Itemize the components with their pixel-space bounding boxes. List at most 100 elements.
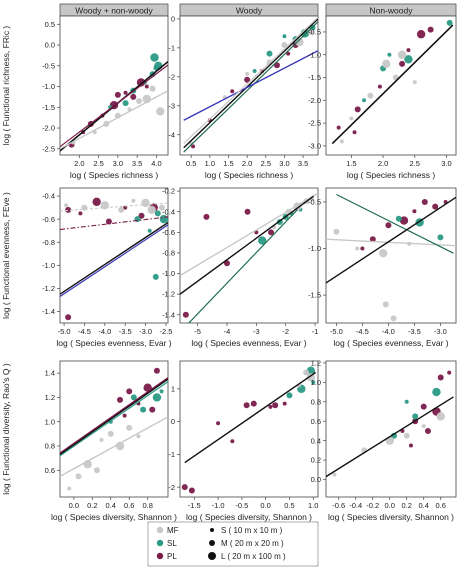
data-point-pl-s <box>360 246 365 251</box>
y-tick-label: -0.2 <box>162 187 175 196</box>
data-point-sl-m <box>140 406 147 413</box>
legend: MF SL PL S ( 10 m x 10 m ) M ( 20 m x 20 m )… <box>147 521 319 567</box>
data-point-pl-m <box>181 484 188 491</box>
y-tick-label: -1.5 <box>308 291 321 300</box>
y-tick-label: -0.5 <box>308 198 321 207</box>
y-tick-label: 0.4 <box>311 436 321 445</box>
x-tick-label: 3.0 <box>113 159 123 168</box>
data-point-pl-s <box>123 90 128 95</box>
data-point-pl-m <box>385 222 392 229</box>
data-point-pl-s <box>408 443 413 448</box>
data-point-mf-l <box>397 50 407 59</box>
x-tick-label: 0.0 <box>69 501 79 510</box>
plot-area <box>181 366 317 494</box>
data-point-sl-m <box>134 216 141 223</box>
panel-r2c2: -5 -4 -3 -2 -1 -0.2 -0.4 -0.6 -0.8 -1.0 -1.2 -1.4 <box>162 187 319 336</box>
data-point-pl-s <box>336 125 341 130</box>
data-point-pl-m <box>250 400 257 407</box>
data-point-pl-s <box>352 130 357 135</box>
x-tick-label: -0.2 <box>366 501 379 510</box>
data-point-pl-l <box>416 30 426 39</box>
y-tick-label: -3.0 <box>308 141 321 150</box>
y-tick-label: -1 <box>168 450 175 459</box>
data-point-pl-m <box>432 203 439 210</box>
y-tick-label: -2.0 <box>42 124 55 133</box>
data-point-pl-m <box>117 396 123 403</box>
data-point-mf-m <box>303 369 310 376</box>
data-point-pl-m <box>421 198 428 205</box>
y-tick-label: -1.0 <box>42 261 55 270</box>
legend-swatch-sl <box>156 539 164 547</box>
x-tick-label: 3.0 <box>279 159 289 168</box>
regression-line-blue <box>183 50 318 121</box>
y-tick-label: 1.2 <box>45 393 55 402</box>
data-point-pl-m <box>420 403 427 410</box>
data-point-mf-m <box>126 424 133 431</box>
data-point-mf-m <box>367 92 374 99</box>
data-point-sl-l <box>404 55 413 64</box>
legend-label: MF <box>167 526 179 535</box>
x-tick-label: -3.0 <box>139 327 152 336</box>
data-point-pl-m <box>244 208 251 215</box>
data-point-sl-m <box>395 215 402 222</box>
y-tick-label: -0.6 <box>162 228 175 237</box>
plot-area <box>60 53 168 152</box>
x-axis-label: log ( Species diversity, Shannon ) <box>328 512 454 522</box>
plot-area <box>60 197 168 321</box>
data-point-sl-s <box>362 98 367 103</box>
x-tick-label: 2.0 <box>74 159 84 168</box>
data-point-pl-m <box>424 427 431 434</box>
y-tick-label: -0.4 <box>42 192 55 201</box>
regression-line-MF <box>183 17 318 144</box>
x-tick-label: -3 <box>253 327 260 336</box>
data-point-mf-s <box>131 198 136 203</box>
y-tick-label: -1.0 <box>162 269 175 278</box>
data-point-sl-s <box>252 69 257 74</box>
data-point-sl-s <box>404 399 409 404</box>
x-tick-label: 0.5 <box>284 501 294 510</box>
data-point-pl-m <box>126 388 133 395</box>
data-point-sl-l <box>258 236 267 245</box>
regression-line-overall <box>60 222 168 295</box>
y-tick-label: -1.5 <box>308 73 321 82</box>
y-tick-label: 0.8 <box>311 397 321 406</box>
x-tick-label: -0.6 <box>332 501 345 510</box>
y-tick-label: 0.2 <box>311 456 321 465</box>
y-tick-label: -2.0 <box>308 96 321 105</box>
x-tick-label: -4.5 <box>356 327 369 336</box>
data-point-pl-m <box>182 311 189 318</box>
x-tick-label: -5 <box>194 327 201 336</box>
regression-line-overall <box>331 24 454 145</box>
data-point-mf-s <box>339 139 344 144</box>
data-point-mf-l <box>385 436 394 445</box>
x-tick-label: -3.5 <box>408 327 421 336</box>
regression-line-blue <box>60 224 168 297</box>
x-tick-label: -5.0 <box>330 327 343 336</box>
data-point-pl-l <box>92 197 101 207</box>
data-point-mf-s <box>136 434 141 439</box>
regression-line-overall <box>60 378 168 456</box>
data-point-pl-s <box>282 401 287 406</box>
data-point-pl-s <box>78 211 83 216</box>
regression-line-overall <box>326 196 456 284</box>
y-tick-label: -0.5 <box>308 28 321 37</box>
legend-box <box>147 521 319 567</box>
data-point-sl-m <box>437 234 444 241</box>
data-point-pl-s <box>406 48 411 53</box>
legend-label: PL <box>167 552 177 561</box>
x-axis-label: log ( Species evenness, Evar ) <box>191 338 306 348</box>
x-tick-label: 1.5 <box>346 159 356 168</box>
plot-frame <box>325 187 457 324</box>
regression-line-dgreen <box>183 21 318 153</box>
regression-line-PL <box>60 64 168 148</box>
x-tick-label: 2.5 <box>410 159 420 168</box>
legend-label: M ( 20 m x 20 m ) <box>221 539 284 548</box>
panels: 2.0 2.5 3.0 3.5 4.0 0.5 0.0 -0.5 -1.0 -1.5 -2.0 -2.… <box>42 14 457 510</box>
plot-frame <box>59 15 169 156</box>
column-header-label: Woody <box>236 5 263 15</box>
data-point-pl-m <box>130 93 137 100</box>
data-point-pl-m <box>243 402 250 409</box>
panel-r1c2: 0.5 1.0 1.5 2.0 2.5 3.0 3.5 0 -1 -2 -3 -4 <box>168 14 319 168</box>
column-header-label: Non-woody <box>370 5 414 15</box>
plot-area <box>183 17 318 153</box>
